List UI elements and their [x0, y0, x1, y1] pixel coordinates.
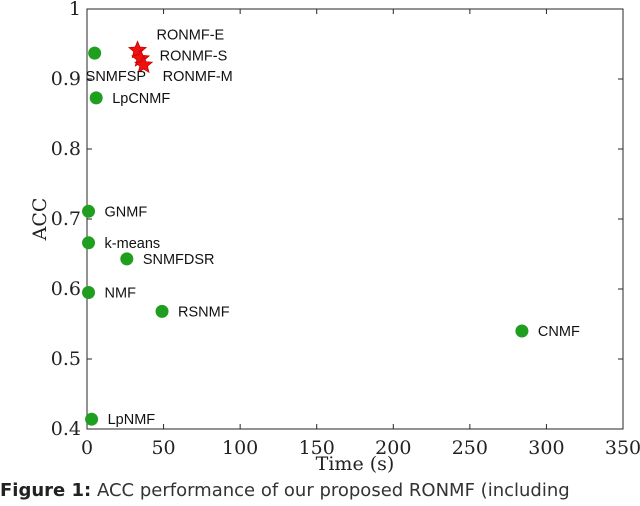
point-label-snmfsp: SNMFSP	[86, 69, 146, 85]
data-point-ronmf-m	[134, 54, 154, 74]
data-point-rsnmf	[155, 304, 169, 318]
y-axis-label: ACC	[29, 198, 51, 242]
caption-text: ACC performance of our proposed RONMF (i…	[91, 480, 570, 501]
y-tick-label: 0.4	[51, 418, 81, 440]
figure-caption: Figure 1: ACC performance of our propose…	[0, 476, 640, 506]
point-label-lpcnmf: LpCNMF	[112, 91, 170, 107]
x-tick-label: 350	[605, 437, 640, 459]
x-tick-label: 100	[222, 437, 258, 459]
plot-area	[86, 8, 624, 430]
x-tick-label: 250	[452, 437, 488, 459]
x-axis-label: Time (s)	[316, 453, 395, 475]
y-tick-label: 0.6	[51, 278, 81, 300]
point-label-snmfdsr: SNMFDSR	[143, 252, 215, 268]
point-label-ronmf-s: RONMF-S	[160, 49, 228, 65]
x-tick-label: 200	[375, 437, 411, 459]
point-label-lpnmf: LpNMF	[108, 412, 156, 428]
data-point-lpnmf	[85, 412, 99, 426]
data-point-k-means	[82, 236, 96, 250]
y-tick-label: 0.7	[51, 208, 81, 230]
data-point-lpcnmf	[89, 91, 103, 105]
data-point-snmfdsr	[120, 252, 134, 266]
scatter-chart: 0 50 100 150 200 250 300 350 0.4 0.5 0.6 0.7 0.8 0.9 1…	[29, 0, 640, 475]
data-point-snmfsp	[88, 46, 102, 60]
y-tick-label: 0.5	[51, 348, 81, 370]
point-label-k-means: k-means	[105, 236, 161, 252]
data-point-gnmf	[82, 204, 96, 218]
point-label-cnmf: CNMF	[538, 324, 580, 340]
point-label-ronmf-e: RONMF-E	[157, 27, 225, 43]
data-point-nmf	[82, 286, 96, 299]
point-label-rsnmf: RSNMF	[178, 304, 230, 320]
point-label-nmf: NMF	[105, 286, 137, 302]
y-tick-label: 0.9	[51, 68, 81, 90]
x-tick-label: 300	[528, 437, 564, 459]
point-label-ronmf-m: RONMF-M	[163, 69, 233, 85]
x-tick-label: 150	[299, 437, 335, 459]
y-tick-label: 0.8	[51, 138, 81, 160]
x-tick-label: 50	[151, 437, 175, 459]
x-tick-label: 0	[81, 437, 93, 459]
y-tick-label: 1	[69, 0, 81, 20]
point-label-gnmf: GNMF	[105, 204, 148, 220]
figure-number: Figure 1:	[0, 480, 92, 501]
data-point-cnmf	[515, 324, 529, 338]
